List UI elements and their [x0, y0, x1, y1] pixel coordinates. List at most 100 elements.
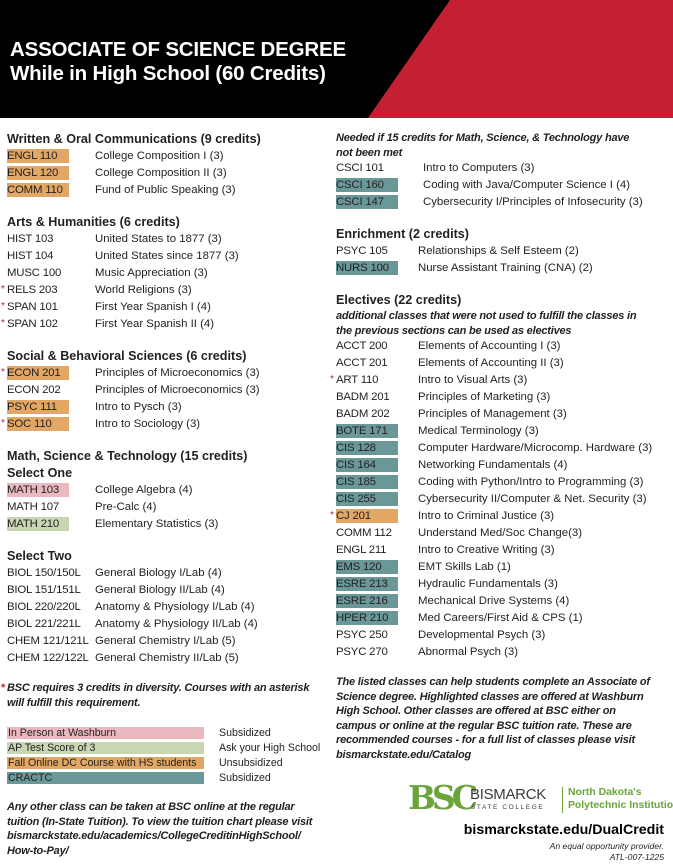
- course-row: CJ 201 * Intro to Criminal Justice (3): [330, 508, 670, 525]
- section-heading: Electives (22 credits): [336, 293, 462, 307]
- course-section: Math, Science & Technology (15 credits) S…: [7, 433, 329, 533]
- diversity-line: BSC requires 3 credits in diversity. Cou…: [7, 682, 310, 694]
- course-row: CSCI 147 Cybersecurity I/Principles of In…: [336, 194, 670, 211]
- course-row: BIOL 151/151L General Biology II/Lab (4): [7, 582, 329, 599]
- tuition-line: tuition (In-State Tuition). To view the …: [7, 815, 313, 828]
- course-name: Intro to Computers (3): [423, 162, 535, 174]
- course-name: Understand Med/Soc Change(3): [418, 527, 582, 539]
- course-code: BIOL 221/221L: [7, 618, 81, 630]
- course-code: CHEM 122/122L: [7, 652, 89, 664]
- tuition-line[interactable]: bismarckstate.edu/academics/CollegeCredi…: [7, 830, 301, 842]
- course-section: Needed if 15 credits for Math, Science, …: [336, 131, 670, 211]
- course-name: Intro to Visual Arts (3): [418, 374, 528, 386]
- section-gap: [7, 333, 329, 348]
- course-code: SPAN 102: [7, 318, 58, 330]
- course-row: ENGL 120 College Composition II (3): [7, 165, 329, 182]
- course-code: CIS 128: [336, 441, 398, 455]
- course-name: United States to 1877 (3): [95, 233, 222, 245]
- course-row: PSYC 270 Abnormal Psych (3): [336, 644, 670, 661]
- course-name: Developmental Psych (3): [418, 629, 546, 641]
- legend-swatch-label: AP Test Score of 3: [7, 742, 204, 754]
- left-course-sections: Written & Oral Communications (9 credits…: [1, 131, 329, 667]
- course-row: ACCT 200 Elements of Accounting I (3): [336, 338, 670, 355]
- course-name: Nurse Assistant Training (CNA) (2): [418, 262, 593, 274]
- course-name: Intro to Sociology (3): [95, 418, 201, 430]
- course-row: MUSC 100 Music Appreciation (3): [7, 265, 329, 282]
- section-gap: [336, 277, 670, 292]
- section-note: Needed if 15 credits for Math, Science, …: [336, 132, 630, 144]
- course-code: ACCT 201: [336, 357, 388, 369]
- course-name: Elements of Accounting I (3): [418, 340, 561, 352]
- course-code: BADM 201: [336, 391, 390, 403]
- course-code: BADM 202: [336, 408, 390, 420]
- course-section: Written & Oral Communications (9 credits…: [7, 131, 329, 199]
- course-name: Computer Hardware/Microcomp. Hardware (3…: [418, 442, 653, 454]
- course-code: CSCI 160: [336, 178, 398, 192]
- course-name: Med Careers/First Aid & CPS (1): [418, 612, 583, 624]
- course-code: BIOL 220/220L: [7, 601, 81, 613]
- course-name: EMT Skills Lab (1): [418, 561, 511, 573]
- closing-line[interactable]: bismarckstate.edu/Catalog: [336, 748, 471, 761]
- dual-credit-link[interactable]: bismarckstate.edu/DualCredit: [463, 822, 664, 838]
- asterisk-icon: *: [1, 301, 5, 312]
- course-code: ART 110: [336, 374, 379, 386]
- legend-value: Ask your High School: [219, 742, 321, 754]
- course-row: CHEM 121/121L General Chemistry I/Lab (5): [7, 633, 329, 650]
- course-name: Cybersecurity I/Principles of Infosecuri…: [423, 196, 643, 208]
- document-code: ATL-007-1225: [609, 852, 664, 862]
- course-row: ECON 202 Principles of Microeconomics (3): [7, 382, 329, 399]
- course-row: ACCT 201 Elements of Accounting II (3): [336, 355, 670, 372]
- legend-row: AP Test Score of 3 Ask your High School: [7, 741, 329, 756]
- course-code: ECON 202: [7, 384, 61, 396]
- course-section: Select Two BIOL 150/150L General Biology I…: [7, 533, 329, 667]
- logo-sub: STATE COLLEGE: [471, 804, 545, 811]
- section-heading: Enrichment (2 credits): [336, 227, 469, 241]
- course-name: Elementary Statistics (3): [95, 518, 219, 530]
- course-name: Principles of Microeconomics (3): [95, 367, 260, 379]
- page-subtitle: While in High School (60 Credits): [10, 62, 326, 85]
- course-code: PSYC 105: [336, 245, 388, 257]
- course-code: SOC 110: [7, 417, 69, 431]
- course-code: ENGL 110: [7, 149, 69, 163]
- course-row: EMS 120 EMT Skills Lab (1): [336, 559, 670, 576]
- course-row: CIS 255 Cybersecurity II/Computer & Net. …: [336, 491, 670, 508]
- course-code: CSCI 101: [336, 162, 384, 174]
- course-row: CIS 164 Networking Fundamentals (4): [336, 457, 670, 474]
- course-name: Principles of Management (3): [418, 408, 567, 420]
- section-gap: [336, 211, 670, 226]
- course-code: RELS 203: [7, 284, 58, 296]
- course-name: General Chemistry II/Lab (5): [95, 652, 239, 664]
- course-code: ACCT 200: [336, 340, 388, 352]
- right-column: Needed if 15 credits for Math, Science, …: [330, 131, 673, 863]
- course-section: Arts & Humanities (6 credits) HIST 103 Uni…: [1, 199, 329, 333]
- course-name: Coding with Python/Intro to Programming …: [418, 476, 644, 488]
- course-row: MATH 103 College Algebra (4): [7, 482, 329, 499]
- course-code: MUSC 100: [7, 267, 62, 279]
- diversity-note: * BSC requires 3 credits in diversity. C…: [1, 681, 329, 710]
- section-heading: Social & Behavioral Sciences (6 credits): [7, 349, 247, 363]
- tuition-line[interactable]: How-to-Pay/: [7, 844, 69, 857]
- course-row: HPER 210 Med Careers/First Aid & CPS (1): [336, 610, 670, 627]
- course-name: Hydraulic Fundamentals (3): [418, 578, 558, 590]
- course-code: ENGL 211: [336, 544, 387, 556]
- course-row: PSYC 250 Developmental Psych (3): [336, 627, 670, 644]
- section-note: the previous sections can be used as ele…: [336, 324, 572, 337]
- diversity-line: will fulfill this requirement.: [7, 696, 141, 709]
- legend-swatch-label: CRACTC: [7, 772, 204, 784]
- course-row: BIOL 221/221L Anatomy & Physiology II/Lab…: [7, 616, 329, 633]
- course-row: CIS 128 Computer Hardware/Microcomp. Hard…: [336, 440, 670, 457]
- tuition-line: Any other class can be taken at BSC onli…: [7, 801, 295, 813]
- course-name: Anatomy & Physiology II/Lab (4): [95, 618, 258, 630]
- course-row: BADM 201 Principles of Marketing (3): [336, 389, 670, 406]
- course-code: HPER 210: [336, 611, 398, 625]
- course-row: COMM 110 Fund of Public Speaking (3): [7, 182, 329, 199]
- course-code: BIOL 151/151L: [7, 584, 81, 596]
- course-row: HIST 104 United States since 1877 (3): [7, 248, 329, 265]
- page-title: ASSOCIATE OF SCIENCE DEGREE: [10, 38, 346, 61]
- course-name: General Biology I/Lab (4): [95, 567, 222, 579]
- closing-line: High School. Other classes are offered a…: [336, 705, 616, 717]
- course-code: MATH 103: [7, 483, 69, 497]
- course-code: CJ 201: [336, 509, 398, 523]
- course-name: World Religions (3): [95, 284, 192, 296]
- legend-value: Subsidized: [219, 772, 271, 784]
